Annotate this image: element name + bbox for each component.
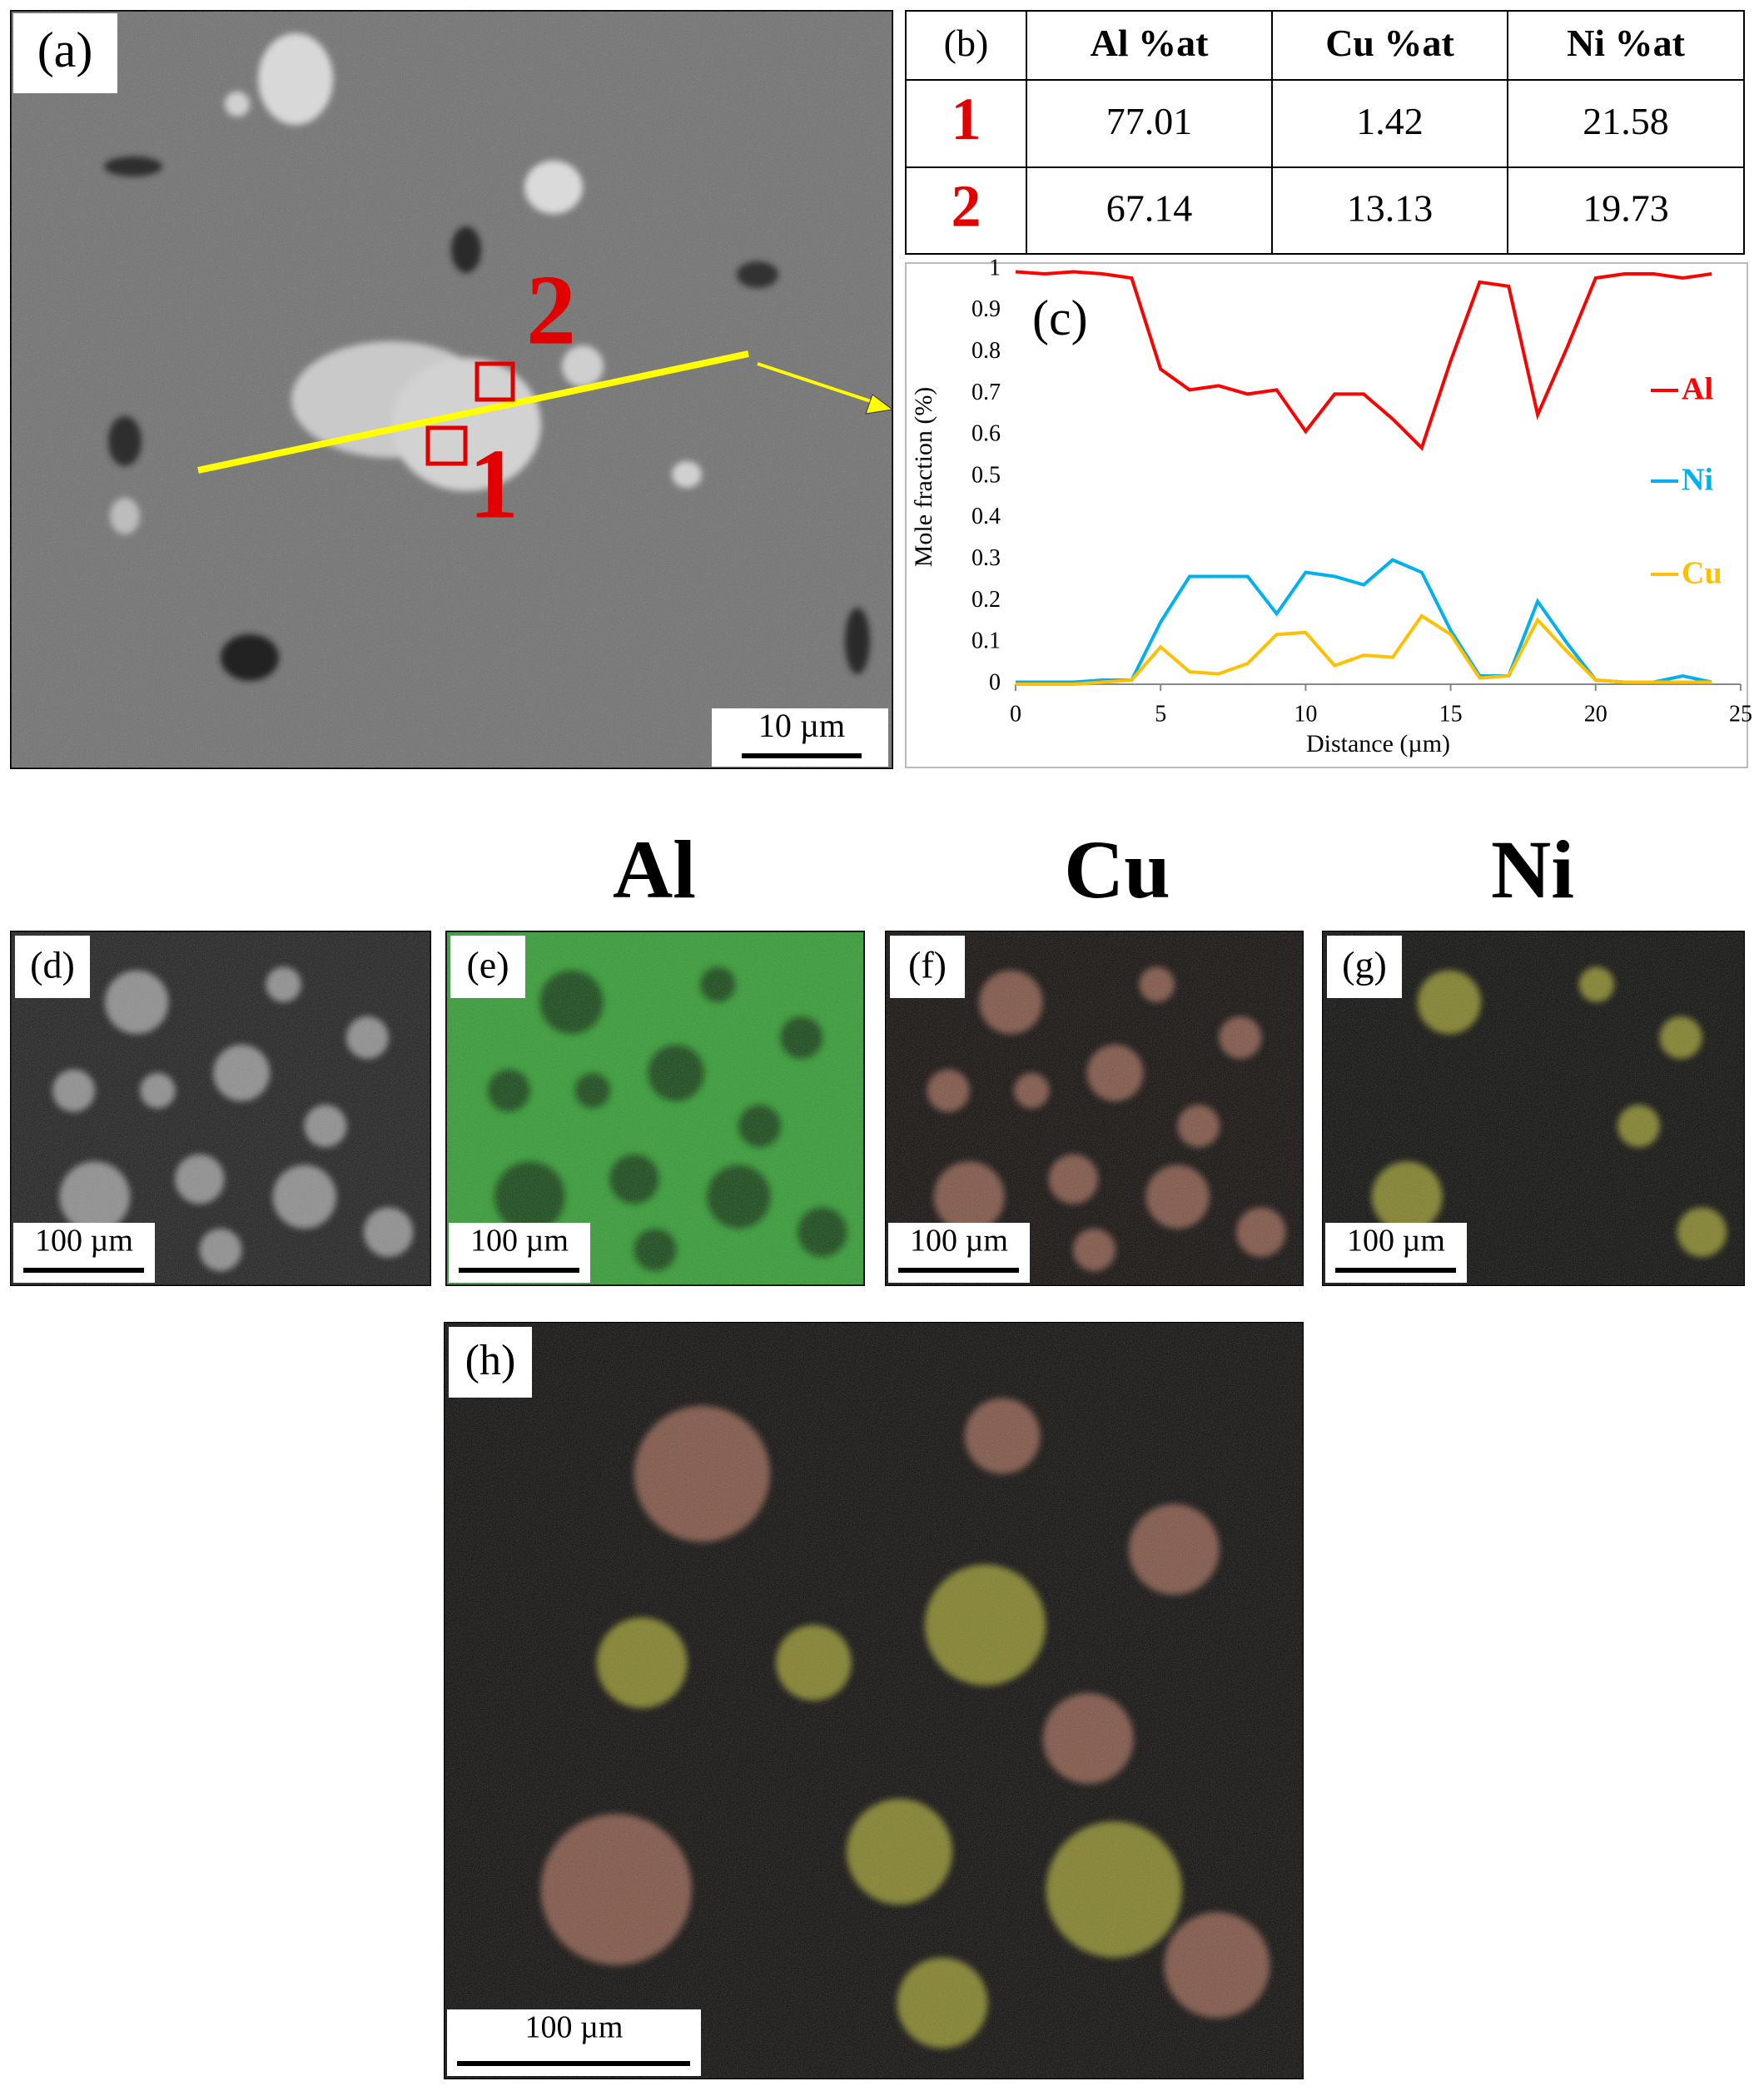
map-heading: Ni — [1491, 823, 1574, 916]
y-tick-label: 0.1 — [971, 628, 1001, 654]
scale-bar-label: 100 µm — [35, 1224, 133, 1259]
y-tick-label: 0.9 — [971, 296, 1001, 322]
x-tick-label: 10 — [1294, 701, 1317, 727]
row-label: 2 — [952, 173, 981, 240]
y-tick-label: 0.4 — [971, 504, 1001, 529]
x-tick-label: 5 — [1155, 701, 1166, 727]
panel-label: (f) — [908, 944, 947, 986]
table-border — [905, 10, 1745, 255]
panel-label: (e) — [466, 944, 509, 986]
x-tick-label: 15 — [1439, 701, 1463, 727]
scale-bar-label: 100 µm — [910, 1224, 1008, 1259]
table-cell: 13.13 — [1347, 187, 1434, 230]
panel-label: (h) — [465, 1337, 516, 1384]
panel-label: (g) — [1342, 944, 1387, 986]
table-cell: 19.73 — [1583, 187, 1669, 230]
y-tick-label: 0.7 — [971, 380, 1001, 405]
y-tick-label: 0.5 — [971, 462, 1001, 488]
legend-label: Al — [1682, 372, 1713, 407]
x-tick-label: 20 — [1584, 701, 1607, 727]
y-tick-label: 0.6 — [971, 421, 1001, 447]
label-box — [890, 936, 965, 998]
table-cell: 1.42 — [1356, 100, 1424, 142]
map-heading: Cu — [1064, 823, 1170, 916]
table-cell: 77.01 — [1106, 100, 1193, 142]
element-maps: Al Cu Ni (d) 100 µm (e) 100 µm (f) 100 µm (g) 100 … — [10, 823, 1745, 2079]
table-label: (b) — [944, 22, 989, 64]
y-tick-label: 1 — [989, 255, 1001, 281]
scale-bar-label: 100 µm — [525, 2010, 624, 2045]
scale-bar-label: 100 µm — [470, 1224, 569, 1259]
x-axis-title: Distance (µm) — [1306, 730, 1450, 757]
scale-bar-label: 100 µm — [1347, 1224, 1445, 1259]
table-header: Al %at — [1091, 22, 1210, 64]
series-line — [1016, 613, 1712, 686]
table-header: Ni %at — [1567, 22, 1686, 64]
label-box — [450, 936, 525, 998]
panel-label: (c) — [1032, 291, 1088, 345]
y-tick-label: 0.2 — [971, 587, 1001, 613]
panel-label: (a) — [37, 22, 93, 77]
table-cell: 21.58 — [1583, 100, 1669, 142]
x-tick-label: 0 — [1010, 701, 1021, 727]
label-box — [449, 1327, 532, 1398]
line-chart: 00.10.20.30.40.50.60.70.80.910 5 10 15 20 25D… — [905, 255, 1752, 768]
row-label: 1 — [952, 86, 981, 152]
legend-label: Ni — [1682, 463, 1713, 498]
label-box — [1327, 936, 1402, 998]
point-label: 1 — [469, 429, 519, 539]
y-tick-label: 0 — [989, 669, 1001, 695]
y-tick-label: 0.8 — [971, 338, 1001, 364]
table-header: Cu %at — [1325, 22, 1454, 64]
table: (b) Al %at Cu %at Ni %at 1 77.01 1.42 21.58 2 67.… — [905, 10, 1745, 255]
y-axis-title: Mole fraction (%) — [910, 387, 937, 568]
label-box — [15, 936, 90, 998]
map-heading: Al — [613, 823, 696, 916]
y-tick-label: 0.3 — [971, 545, 1001, 571]
panel-label: (d) — [30, 944, 75, 986]
scale-bar-label: 10 µm — [758, 707, 845, 744]
legend-label: Cu — [1682, 556, 1722, 591]
map-grain — [445, 1323, 1303, 2079]
series-line — [1015, 270, 1712, 451]
x-tick-label: 25 — [1729, 701, 1752, 727]
sem-image — [10, 10, 894, 769]
table-cell: 67.14 — [1106, 187, 1193, 230]
point-label: 2 — [526, 255, 576, 365]
